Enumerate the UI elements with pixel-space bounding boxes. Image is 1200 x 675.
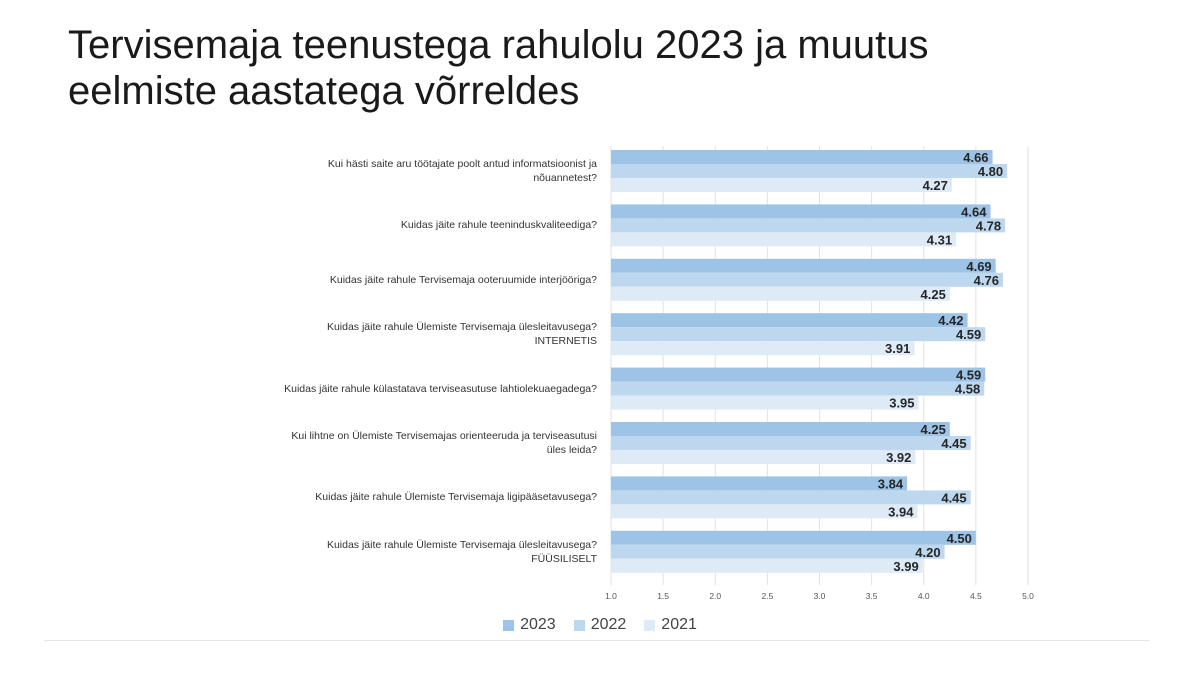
category-label-line: Kui hästi saite aru töötajate poolt antu… bbox=[327, 158, 597, 170]
legend-label-2023: 2023 bbox=[520, 616, 556, 633]
x-tick-label-8: 5.0 bbox=[1022, 591, 1034, 601]
value-label-2023-0: 4.66 bbox=[963, 150, 988, 165]
x-tick-label-3: 2.5 bbox=[761, 591, 773, 601]
legend-item-2021: 2021 bbox=[644, 616, 697, 634]
bar-2022-1 bbox=[611, 218, 1006, 233]
bar-2022-3 bbox=[611, 327, 986, 342]
bar-2021-6 bbox=[611, 504, 918, 519]
bar-2023-4 bbox=[611, 367, 986, 382]
category-label-line: FÜÜSILISELT bbox=[531, 552, 597, 565]
bar-2021-3 bbox=[611, 341, 915, 356]
value-label-2023-7: 4.50 bbox=[947, 531, 972, 546]
value-label-2021-7: 3.99 bbox=[893, 559, 918, 574]
legend-swatch-2021 bbox=[644, 619, 656, 631]
category-label-6: Kuidas jäite rahule Ülemiste Tervisemaja… bbox=[197, 490, 597, 504]
value-label-2022-7: 4.20 bbox=[915, 545, 940, 560]
category-label-line: Kuidas jäite rahule teeninduskvaliteedig… bbox=[400, 219, 597, 232]
bar-2023-2 bbox=[611, 258, 996, 273]
x-tick-label-7: 4.5 bbox=[970, 591, 982, 601]
value-label-2022-2: 4.76 bbox=[974, 273, 999, 288]
legend-swatch-2022 bbox=[573, 619, 585, 631]
bar-2023-3 bbox=[611, 313, 968, 328]
value-label-2021-6: 3.94 bbox=[888, 504, 914, 519]
slide-title-line1: Tervisemaja teenustega rahulolu 2023 ja … bbox=[68, 23, 929, 67]
legend-label-2021: 2021 bbox=[661, 616, 697, 633]
bar-2021-2 bbox=[611, 286, 950, 301]
value-label-2022-0: 4.80 bbox=[978, 164, 1003, 179]
value-label-2022-6: 4.45 bbox=[941, 490, 966, 505]
bar-2023-5 bbox=[611, 422, 950, 436]
x-tick-label-2: 2.0 bbox=[709, 591, 721, 601]
slide-title: Tervisemaja teenustega rahulolu 2023 ja … bbox=[68, 22, 1148, 114]
category-label-line: Kuidas jäite rahule Ülemiste Tervisemaja… bbox=[326, 538, 597, 551]
value-label-2023-4: 4.59 bbox=[956, 368, 981, 383]
legend-item-2022: 2022 bbox=[573, 616, 627, 634]
bar-2022-5 bbox=[611, 436, 971, 450]
category-label-line: nõuannetest? bbox=[533, 172, 597, 184]
bar-2022-7 bbox=[611, 544, 945, 559]
category-label-line: Kui lihtne on Ülemiste Tervisemajas orie… bbox=[291, 430, 597, 442]
x-tick-label-6: 4.0 bbox=[918, 591, 930, 601]
x-tick-label-4: 3.0 bbox=[814, 591, 826, 601]
value-label-2021-2: 4.25 bbox=[921, 287, 946, 302]
value-label-2022-3: 4.59 bbox=[956, 327, 981, 342]
bar-2021-0 bbox=[611, 178, 952, 192]
category-label-line: Kuidas jäite rahule Ülemiste Tervisemaja… bbox=[315, 491, 597, 504]
value-label-2021-0: 4.27 bbox=[923, 178, 948, 193]
category-label-0: Kui hästi saite aru töötajate poolt antu… bbox=[197, 157, 597, 185]
value-label-2023-6: 3.84 bbox=[878, 476, 904, 491]
value-label-2021-4: 3.95 bbox=[889, 396, 914, 411]
value-label-2022-4: 4.58 bbox=[955, 382, 980, 397]
bar-2023-1 bbox=[611, 204, 991, 219]
category-label-line: Kuidas jäite rahule Ülemiste Tervisemaja… bbox=[326, 321, 597, 334]
category-label-3: Kuidas jäite rahule Ülemiste Tervisemaja… bbox=[197, 320, 597, 348]
legend-label-2022: 2022 bbox=[590, 616, 627, 633]
bottom-divider bbox=[44, 640, 1150, 641]
category-label-4: Kuidas jäite rahule külastatava tervisea… bbox=[197, 382, 597, 396]
value-label-2021-1: 4.31 bbox=[927, 232, 952, 247]
value-label-2022-5: 4.45 bbox=[941, 436, 966, 451]
bar-2021-1 bbox=[611, 232, 957, 247]
category-label-line: üles leida? bbox=[546, 444, 597, 456]
chart-legend: 2023 2022 2021 bbox=[0, 616, 1200, 634]
slide-title-line2: eelmiste aastatega võrreldes bbox=[68, 69, 580, 113]
category-label-7: Kuidas jäite rahule Ülemiste Tervisemaja… bbox=[197, 538, 597, 566]
bar-2023-6 bbox=[611, 476, 908, 491]
value-label-2023-3: 4.42 bbox=[938, 313, 963, 328]
value-label-2021-5: 3.92 bbox=[886, 450, 911, 465]
bar-2022-2 bbox=[611, 272, 1003, 287]
category-label-1: Kuidas jäite rahule teeninduskvaliteedig… bbox=[197, 218, 597, 232]
bar-2022-4 bbox=[611, 381, 985, 396]
value-label-2022-1: 4.78 bbox=[976, 218, 1001, 233]
bar-2023-7 bbox=[611, 530, 976, 545]
category-label-5: Kui lihtne on Ülemiste Tervisemajas orie… bbox=[197, 429, 597, 457]
category-label-2: Kuidas jäite rahule Tervisemaja ooteruum… bbox=[197, 273, 597, 287]
legend-swatch-2023 bbox=[503, 619, 515, 631]
value-label-2021-3: 3.91 bbox=[885, 341, 910, 356]
category-label-line: Kuidas jäite rahule Tervisemaja ooteruum… bbox=[329, 273, 597, 286]
value-label-2023-2: 4.69 bbox=[966, 259, 991, 274]
legend-item-2023: 2023 bbox=[503, 616, 556, 634]
bar-2021-5 bbox=[611, 450, 916, 464]
value-label-2023-5: 4.25 bbox=[921, 422, 946, 437]
x-tick-label-0: 1.0 bbox=[605, 591, 617, 601]
bar-2022-0 bbox=[611, 164, 1008, 178]
bar-2021-7 bbox=[611, 558, 923, 573]
x-tick-label-1: 1.5 bbox=[657, 591, 669, 601]
bar-2022-6 bbox=[611, 490, 971, 505]
x-tick-label-5: 3.5 bbox=[866, 591, 878, 601]
value-label-2023-1: 4.64 bbox=[961, 204, 987, 219]
category-label-line: Kuidas jäite rahule külastatava tervisea… bbox=[284, 382, 597, 395]
category-label-line: INTERNETIS bbox=[534, 335, 597, 348]
bar-2021-4 bbox=[611, 395, 919, 410]
bar-2023-0 bbox=[611, 150, 993, 164]
